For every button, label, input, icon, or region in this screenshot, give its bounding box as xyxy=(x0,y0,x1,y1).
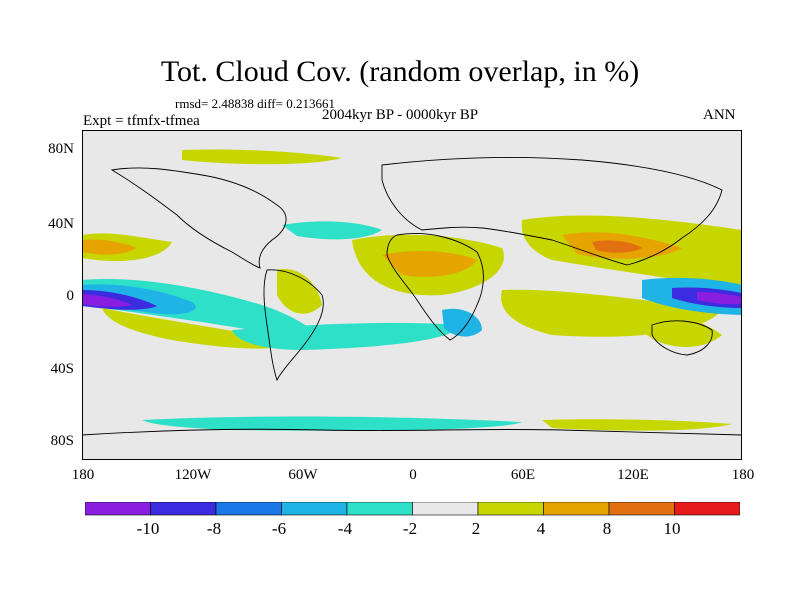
x-tick-label: 60E xyxy=(510,467,536,483)
colorbar-label: 2 xyxy=(471,519,481,538)
anomaly-region-pacific-negative-max xyxy=(82,294,132,307)
coastline-north-america xyxy=(110,167,287,269)
anomaly-region-npacific-positive-strong xyxy=(82,239,137,255)
y-tick-label: 40S xyxy=(50,361,74,377)
x-tick-label: 180 xyxy=(71,467,95,483)
anomaly-region-southern-negative xyxy=(142,416,522,431)
period-label: 2004kyr BP - 0000kyr BP xyxy=(322,107,479,123)
colorbar-label: -6 xyxy=(271,519,287,538)
x-tick-label: 180 xyxy=(731,467,755,483)
stats-label: rmsd= 2.48838 diff= 0.213661 xyxy=(175,96,335,111)
plot-title: Tot. Cloud Cov. (random overlap, in %) xyxy=(160,55,640,88)
anomaly-region-southamerica-positive xyxy=(277,269,322,314)
anomaly-field xyxy=(82,149,742,431)
x-tick-label: 120W xyxy=(174,467,212,483)
anomaly-region-arctic-positive xyxy=(182,149,342,165)
colorbar-box xyxy=(477,502,544,516)
colorbar-box xyxy=(608,502,675,516)
x-tick-label: 60W xyxy=(288,467,318,483)
colorbar-label: -10 xyxy=(136,519,160,538)
colorbar-box xyxy=(281,502,348,516)
map-frame xyxy=(82,130,742,460)
experiment-label: Expt = tfmfx-tfmea xyxy=(83,113,200,129)
colorbar xyxy=(85,502,740,516)
x-tick-label: 0 xyxy=(409,467,417,483)
colorbar-label: 4 xyxy=(536,519,546,538)
x-tick-label: 120E xyxy=(617,467,649,483)
colorbar-box xyxy=(543,502,610,516)
y-tick-label: 80N xyxy=(48,141,74,157)
colorbar-box xyxy=(674,502,740,516)
season-label: ANN xyxy=(703,107,736,123)
y-tick-label: 80S xyxy=(50,433,74,449)
coastline-south-america xyxy=(263,269,324,382)
coastlines xyxy=(82,157,742,436)
anomaly-region-westpacific-negative-max xyxy=(697,292,742,305)
coastline-eurasia xyxy=(381,157,723,266)
anomaly-region-southern-positive xyxy=(542,419,732,431)
colorbar-label: 8 xyxy=(602,519,612,538)
colorbar-label: -4 xyxy=(337,519,353,538)
y-tick-label: 40N xyxy=(48,216,74,232)
coastline-australia xyxy=(651,320,713,356)
anomaly-region-asia-positive-max xyxy=(592,240,642,253)
anomaly-region-sahara-positive-strong xyxy=(382,250,477,277)
colorbar-label: 10 xyxy=(663,519,681,538)
colorbar-box xyxy=(346,502,413,516)
colorbar-box xyxy=(150,502,217,516)
coastline-antarctica xyxy=(82,428,742,436)
map-panel xyxy=(82,130,742,460)
anomaly-region-atlantic-negative xyxy=(282,221,382,240)
colorbar-label: -2 xyxy=(402,519,418,538)
colorbar-box xyxy=(412,502,479,516)
colorbar-box xyxy=(85,502,151,516)
colorbar-label: -8 xyxy=(206,519,222,538)
colorbar-box xyxy=(215,502,282,516)
anomaly-region-southatlantic-negative xyxy=(232,322,462,350)
coastline-africa xyxy=(386,233,484,341)
y-tick-label: 0 xyxy=(66,288,75,304)
